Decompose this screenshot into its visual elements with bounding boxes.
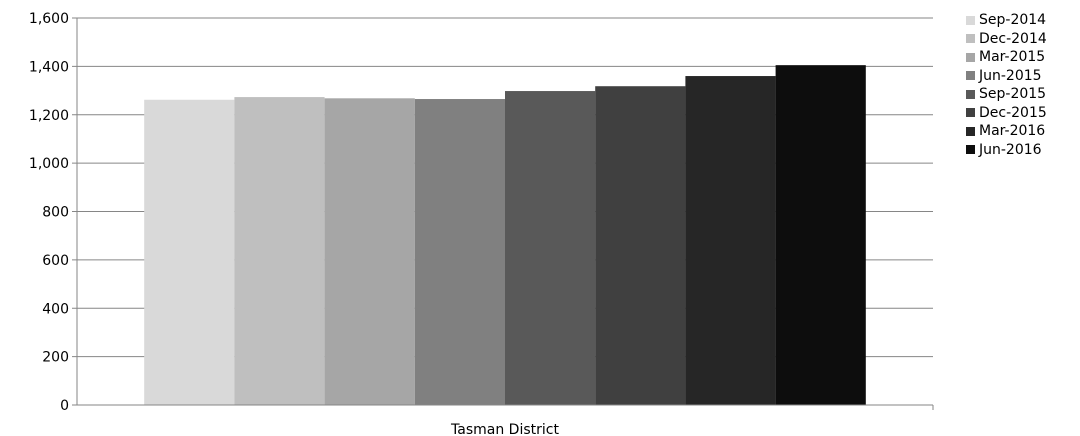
y-tick-label: 800: [42, 205, 69, 221]
y-axis-tick-labels: 0 200 400 600 800 1,000 1,200 1,400 1,600: [29, 11, 69, 414]
legend-item: Mar-2016: [966, 122, 1047, 141]
legend-swatch: [966, 52, 975, 62]
legend-item: Dec-2015: [966, 104, 1047, 123]
legend-swatch: [966, 15, 975, 25]
legend-item: Sep-2015: [966, 85, 1047, 104]
legend-label: Mar-2016: [979, 123, 1046, 140]
legend-item: Jun-2016: [966, 141, 1047, 160]
y-tick-label: 400: [42, 301, 69, 317]
legend-swatch: [966, 108, 975, 118]
axes: [72, 17, 934, 410]
x-axis-category-labels: Tasman District: [450, 422, 559, 436]
legend-label: Sep-2014: [979, 12, 1047, 29]
y-tick-label: 1,400: [29, 59, 69, 75]
x-category-label: Tasman District: [450, 422, 559, 436]
legend-label: Jun-2016: [979, 141, 1042, 158]
legend-item: Mar-2015: [966, 48, 1047, 67]
bar-dec-2015: [595, 86, 686, 406]
bar-jun-2015: [414, 99, 505, 405]
legend-swatch: [966, 34, 975, 44]
y-tick-label: 200: [42, 350, 69, 366]
bar-mar-2015: [324, 98, 415, 406]
legend-label: Sep-2015: [979, 86, 1047, 103]
bar-jun-2016: [775, 65, 866, 406]
legend-swatch: [966, 89, 975, 99]
legend-item: Jun-2015: [966, 67, 1047, 86]
bar-sep-2015: [505, 91, 596, 405]
bar-dec-2014: [234, 97, 325, 405]
y-tick-label: 1,000: [29, 156, 69, 172]
legend-swatch: [966, 145, 975, 155]
y-tick-label: 1,200: [29, 108, 69, 124]
y-tick-label: 1,600: [29, 11, 69, 27]
legend-swatch: [966, 71, 975, 81]
legend-label: Dec-2014: [979, 30, 1047, 47]
legend-label: Dec-2015: [979, 104, 1047, 121]
legend-item: Dec-2014: [966, 30, 1047, 49]
legend-swatch: [966, 126, 975, 136]
bar-sep-2014: [144, 99, 235, 405]
y-tick-label: 600: [42, 253, 69, 269]
bars: [144, 65, 866, 406]
legend-label: Jun-2015: [979, 67, 1042, 84]
bar-mar-2016: [685, 76, 776, 406]
legend: Sep-2014 Dec-2014 Mar-2015 Jun-2015 Sep-2015…: [966, 11, 1047, 159]
legend-item: Sep-2014: [966, 11, 1047, 30]
y-tick-label: 0: [60, 398, 69, 414]
legend-label: Mar-2015: [979, 49, 1046, 66]
